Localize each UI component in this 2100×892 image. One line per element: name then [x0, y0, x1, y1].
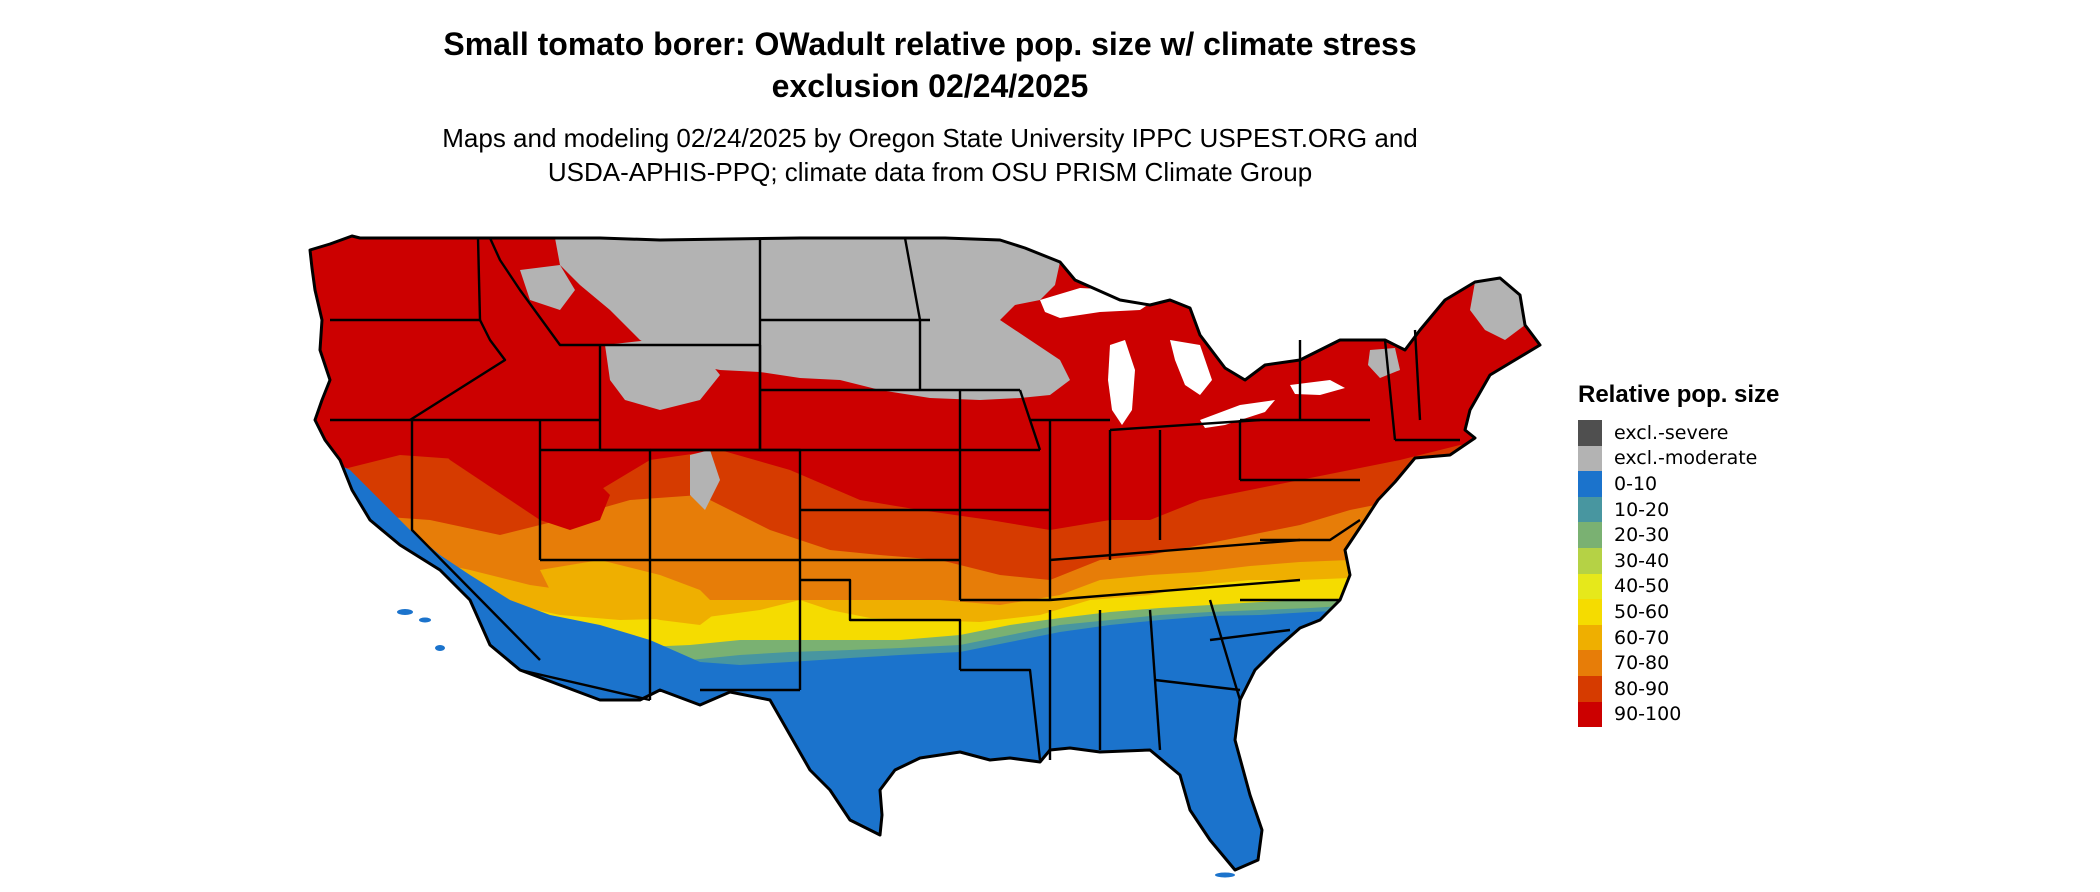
lake-ontario [1290, 380, 1345, 395]
legend-swatch [1578, 599, 1602, 625]
legend-swatch [1578, 701, 1602, 728]
legend-label: 90-100 [1614, 703, 1682, 726]
sw-transition-60-70 [540, 560, 720, 625]
excl-montana-west [520, 265, 575, 310]
legend-item: 20-30 [1578, 522, 1938, 548]
sw-uplands-90-100 [420, 425, 610, 530]
legend-item: excl.-moderate [1578, 445, 1938, 472]
excl-maine [1470, 278, 1525, 340]
legend-swatch [1578, 624, 1602, 651]
legend-item: 0-10 [1578, 471, 1938, 497]
legend-item: 50-60 [1578, 599, 1938, 625]
legend-swatch [1578, 420, 1602, 446]
legend-label: 40-50 [1614, 575, 1670, 598]
legend-label: 70-80 [1614, 652, 1670, 675]
legend-label: 60-70 [1614, 626, 1670, 649]
legend-item: 60-70 [1578, 624, 1938, 651]
legend-items: excl.-severe excl.-moderate 0-10 10-20 20-30… [1578, 420, 1938, 728]
legend-swatch [1578, 445, 1602, 472]
excl-wyoming-highlands [605, 340, 720, 410]
legend-item: 10-20 [1578, 496, 1938, 523]
legend-label: 10-20 [1614, 498, 1670, 521]
legend-swatch [1578, 471, 1602, 497]
legend-label: 0-10 [1614, 472, 1658, 495]
legend-label: 50-60 [1614, 600, 1670, 623]
legend-label: 30-40 [1614, 549, 1670, 572]
legend-label: 80-90 [1614, 677, 1670, 700]
legend-swatch [1578, 522, 1602, 548]
legend-item: excl.-severe [1578, 420, 1938, 446]
legend-item: 90-100 [1578, 701, 1938, 728]
legend-label: 20-30 [1614, 524, 1670, 547]
legend-swatch [1578, 496, 1602, 523]
legend-swatch [1578, 675, 1602, 702]
legend-item: 70-80 [1578, 650, 1938, 676]
excl-adirondacks [1368, 348, 1400, 378]
lake-erie [1200, 400, 1275, 428]
islands [397, 609, 1235, 878]
map-title-line-1: Small tomato borer: OWadult relative pop… [443, 26, 1417, 62]
map-title-line-2: exclusion 02/24/2025 [771, 68, 1089, 104]
legend-swatch [1578, 547, 1602, 574]
map-subtitle-line-1: Maps and modeling 02/24/2025 by Oregon S… [442, 123, 1418, 153]
legend-swatch [1578, 573, 1602, 600]
legend-item: 30-40 [1578, 547, 1938, 574]
legend-title: Relative pop. size [1578, 381, 1780, 408]
legend-item: 40-50 [1578, 573, 1938, 600]
legend-label: excl.-severe [1614, 421, 1729, 444]
map-legend: Relative pop. size excl.-severe excl.-mod… [1578, 380, 1938, 728]
map-subtitle-line-2: USDA-APHIS-PPQ; climate data from OSU PR… [547, 157, 1313, 187]
legend-label: excl.-moderate [1614, 447, 1758, 470]
legend-item: 80-90 [1578, 675, 1938, 702]
lake-superior [1040, 288, 1155, 318]
excl-colorado-peaks [690, 450, 720, 510]
lake-huron [1170, 340, 1212, 395]
state-boundaries [330, 237, 1460, 761]
legend-swatch [1578, 650, 1602, 676]
lake-michigan [1108, 340, 1135, 425]
